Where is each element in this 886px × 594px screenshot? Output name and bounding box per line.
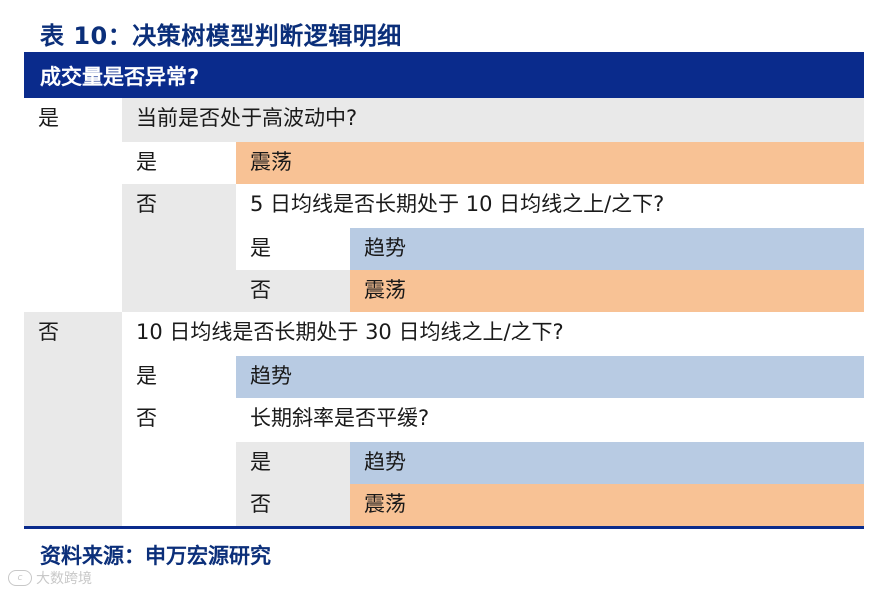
result-trend-1: 趋势 [350,228,864,270]
question-volatility: 当前是否处于高波动中? [122,98,864,142]
watermark-logo-icon: c [8,570,32,586]
branch-yes-label: 是 [24,98,122,142]
header-question-volume: 成交量是否异常? [24,52,864,98]
volatility-no-label: 否 [122,184,236,312]
source-note: 资料来源：申万宏源研究 [40,544,271,568]
result-trend-2: 趋势 [236,356,864,398]
result-range-1: 震荡 [236,142,864,184]
ma5-yes-label: 是 [236,228,350,270]
result-trend-3: 趋势 [350,442,864,484]
table-title: 表 10：决策树模型判断逻辑明细 [40,22,402,50]
result-range-2: 震荡 [350,270,864,312]
result-range-3: 震荡 [350,484,864,526]
slope-yes-label: 是 [236,442,350,484]
watermark-text: 大数跨境 [36,571,92,587]
ma10-no-label: 否 [122,398,236,526]
header-question-text: 成交量是否异常? [40,65,200,89]
bottom-rule [24,526,864,529]
ma10-yes-label: 是 [122,356,236,398]
volatility-yes-label: 是 [122,142,236,184]
watermark: c 大数跨境 [8,568,92,588]
question-ma10-vs-ma30: 10 日均线是否长期处于 30 日均线之上/之下? [122,312,864,356]
ma5-no-label: 否 [236,270,350,312]
branch-no-label: 否 [24,312,122,526]
branch-yes-filler [24,142,122,312]
question-slope: 长期斜率是否平缓? [236,398,864,442]
slope-no-label: 否 [236,484,350,526]
question-ma5-vs-ma10: 5 日均线是否长期处于 10 日均线之上/之下? [236,184,864,228]
